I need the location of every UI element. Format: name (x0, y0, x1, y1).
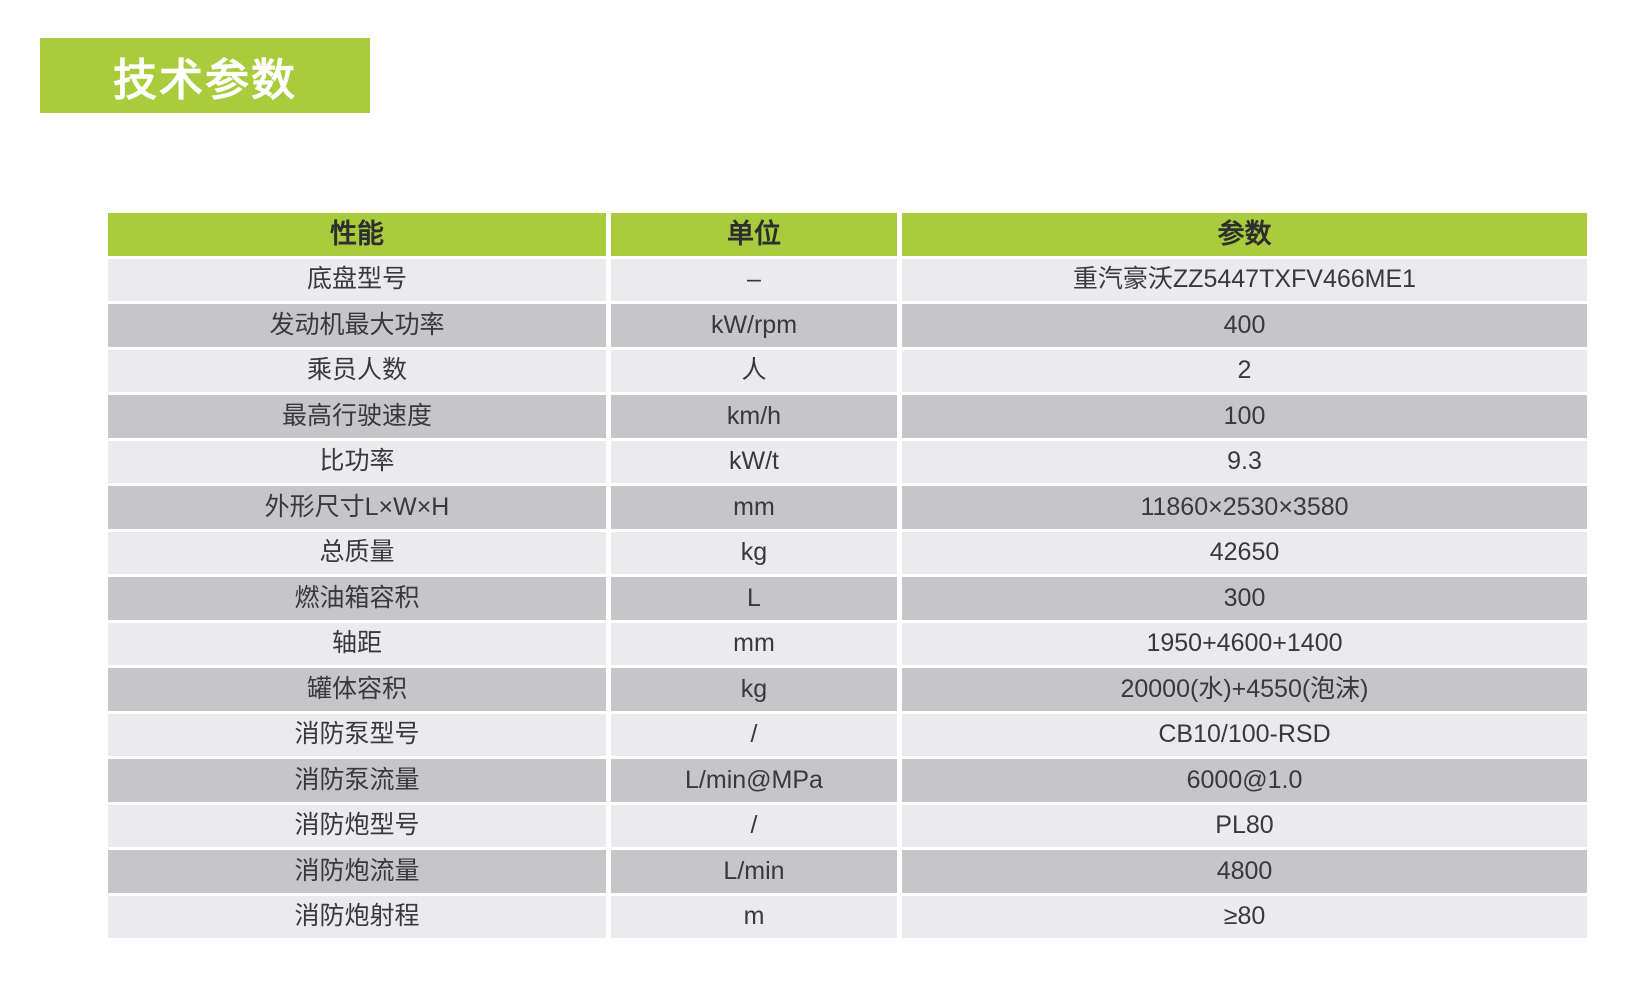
header-cell: 性能 (108, 213, 606, 256)
page-title: 技术参数 (113, 55, 297, 105)
row-unit-cell: / (611, 713, 897, 756)
row-unit-cell: kg (611, 668, 897, 711)
row-label-cell: 燃油箱容积 (108, 577, 606, 620)
row-label-cell: 总质量 (108, 531, 606, 574)
row-label-cell: 消防炮型号 (108, 804, 606, 847)
row-value-cell: 400 (902, 304, 1587, 347)
row-label-cell: 消防炮流量 (108, 850, 606, 893)
row-value-cell: 9.3 (902, 440, 1587, 483)
row-value-cell: ≥80 (902, 895, 1587, 938)
row-unit-cell: L/min@MPa (611, 759, 897, 802)
row-value-cell: CB10/100-RSD (902, 713, 1587, 756)
row-value-cell: 20000(水)+4550(泡沫) (902, 668, 1587, 711)
row-label-cell: 最高行驶速度 (108, 395, 606, 438)
row-label-cell: 乘员人数 (108, 349, 606, 392)
row-value-cell: PL80 (902, 804, 1587, 847)
row-label-cell: 消防泵型号 (108, 713, 606, 756)
row-unit-cell: mm (611, 622, 897, 665)
row-unit-cell: – (611, 258, 897, 301)
spec-table: 性能 单位 参数 底盘型号 – 重汽豪沃ZZ5447TXFV466ME1 发动机最大功率 kW… (108, 213, 1587, 938)
row-label-cell: 轴距 (108, 622, 606, 665)
row-unit-cell: kg (611, 531, 897, 574)
row-unit-cell: m (611, 895, 897, 938)
row-value-cell: 4800 (902, 850, 1587, 893)
row-label-cell: 发动机最大功率 (108, 304, 606, 347)
row-unit-cell: L/min (611, 850, 897, 893)
row-unit-cell: kW/rpm (611, 304, 897, 347)
row-value-cell: 42650 (902, 531, 1587, 574)
row-label-cell: 罐体容积 (108, 668, 606, 711)
row-label-cell: 消防炮射程 (108, 895, 606, 938)
row-value-cell: 100 (902, 395, 1587, 438)
row-value-cell: 1950+4600+1400 (902, 622, 1587, 665)
row-label-cell: 底盘型号 (108, 258, 606, 301)
row-value-cell: 2 (902, 349, 1587, 392)
header-cell: 单位 (611, 213, 897, 256)
row-value-cell: 300 (902, 577, 1587, 620)
row-value-cell: 6000@1.0 (902, 759, 1587, 802)
row-label-cell: 比功率 (108, 440, 606, 483)
row-unit-cell: km/h (611, 395, 897, 438)
row-value-cell: 11860×2530×3580 (902, 486, 1587, 529)
row-label-cell: 消防泵流量 (108, 759, 606, 802)
row-value-cell: 重汽豪沃ZZ5447TXFV466ME1 (902, 258, 1587, 301)
row-unit-cell: 人 (611, 349, 897, 392)
row-unit-cell: / (611, 804, 897, 847)
row-unit-cell: L (611, 577, 897, 620)
row-label-cell: 外形尺寸L×W×H (108, 486, 606, 529)
section-title-banner: 技术参数 (40, 38, 370, 113)
row-unit-cell: mm (611, 486, 897, 529)
row-unit-cell: kW/t (611, 440, 897, 483)
header-cell: 参数 (902, 213, 1587, 256)
